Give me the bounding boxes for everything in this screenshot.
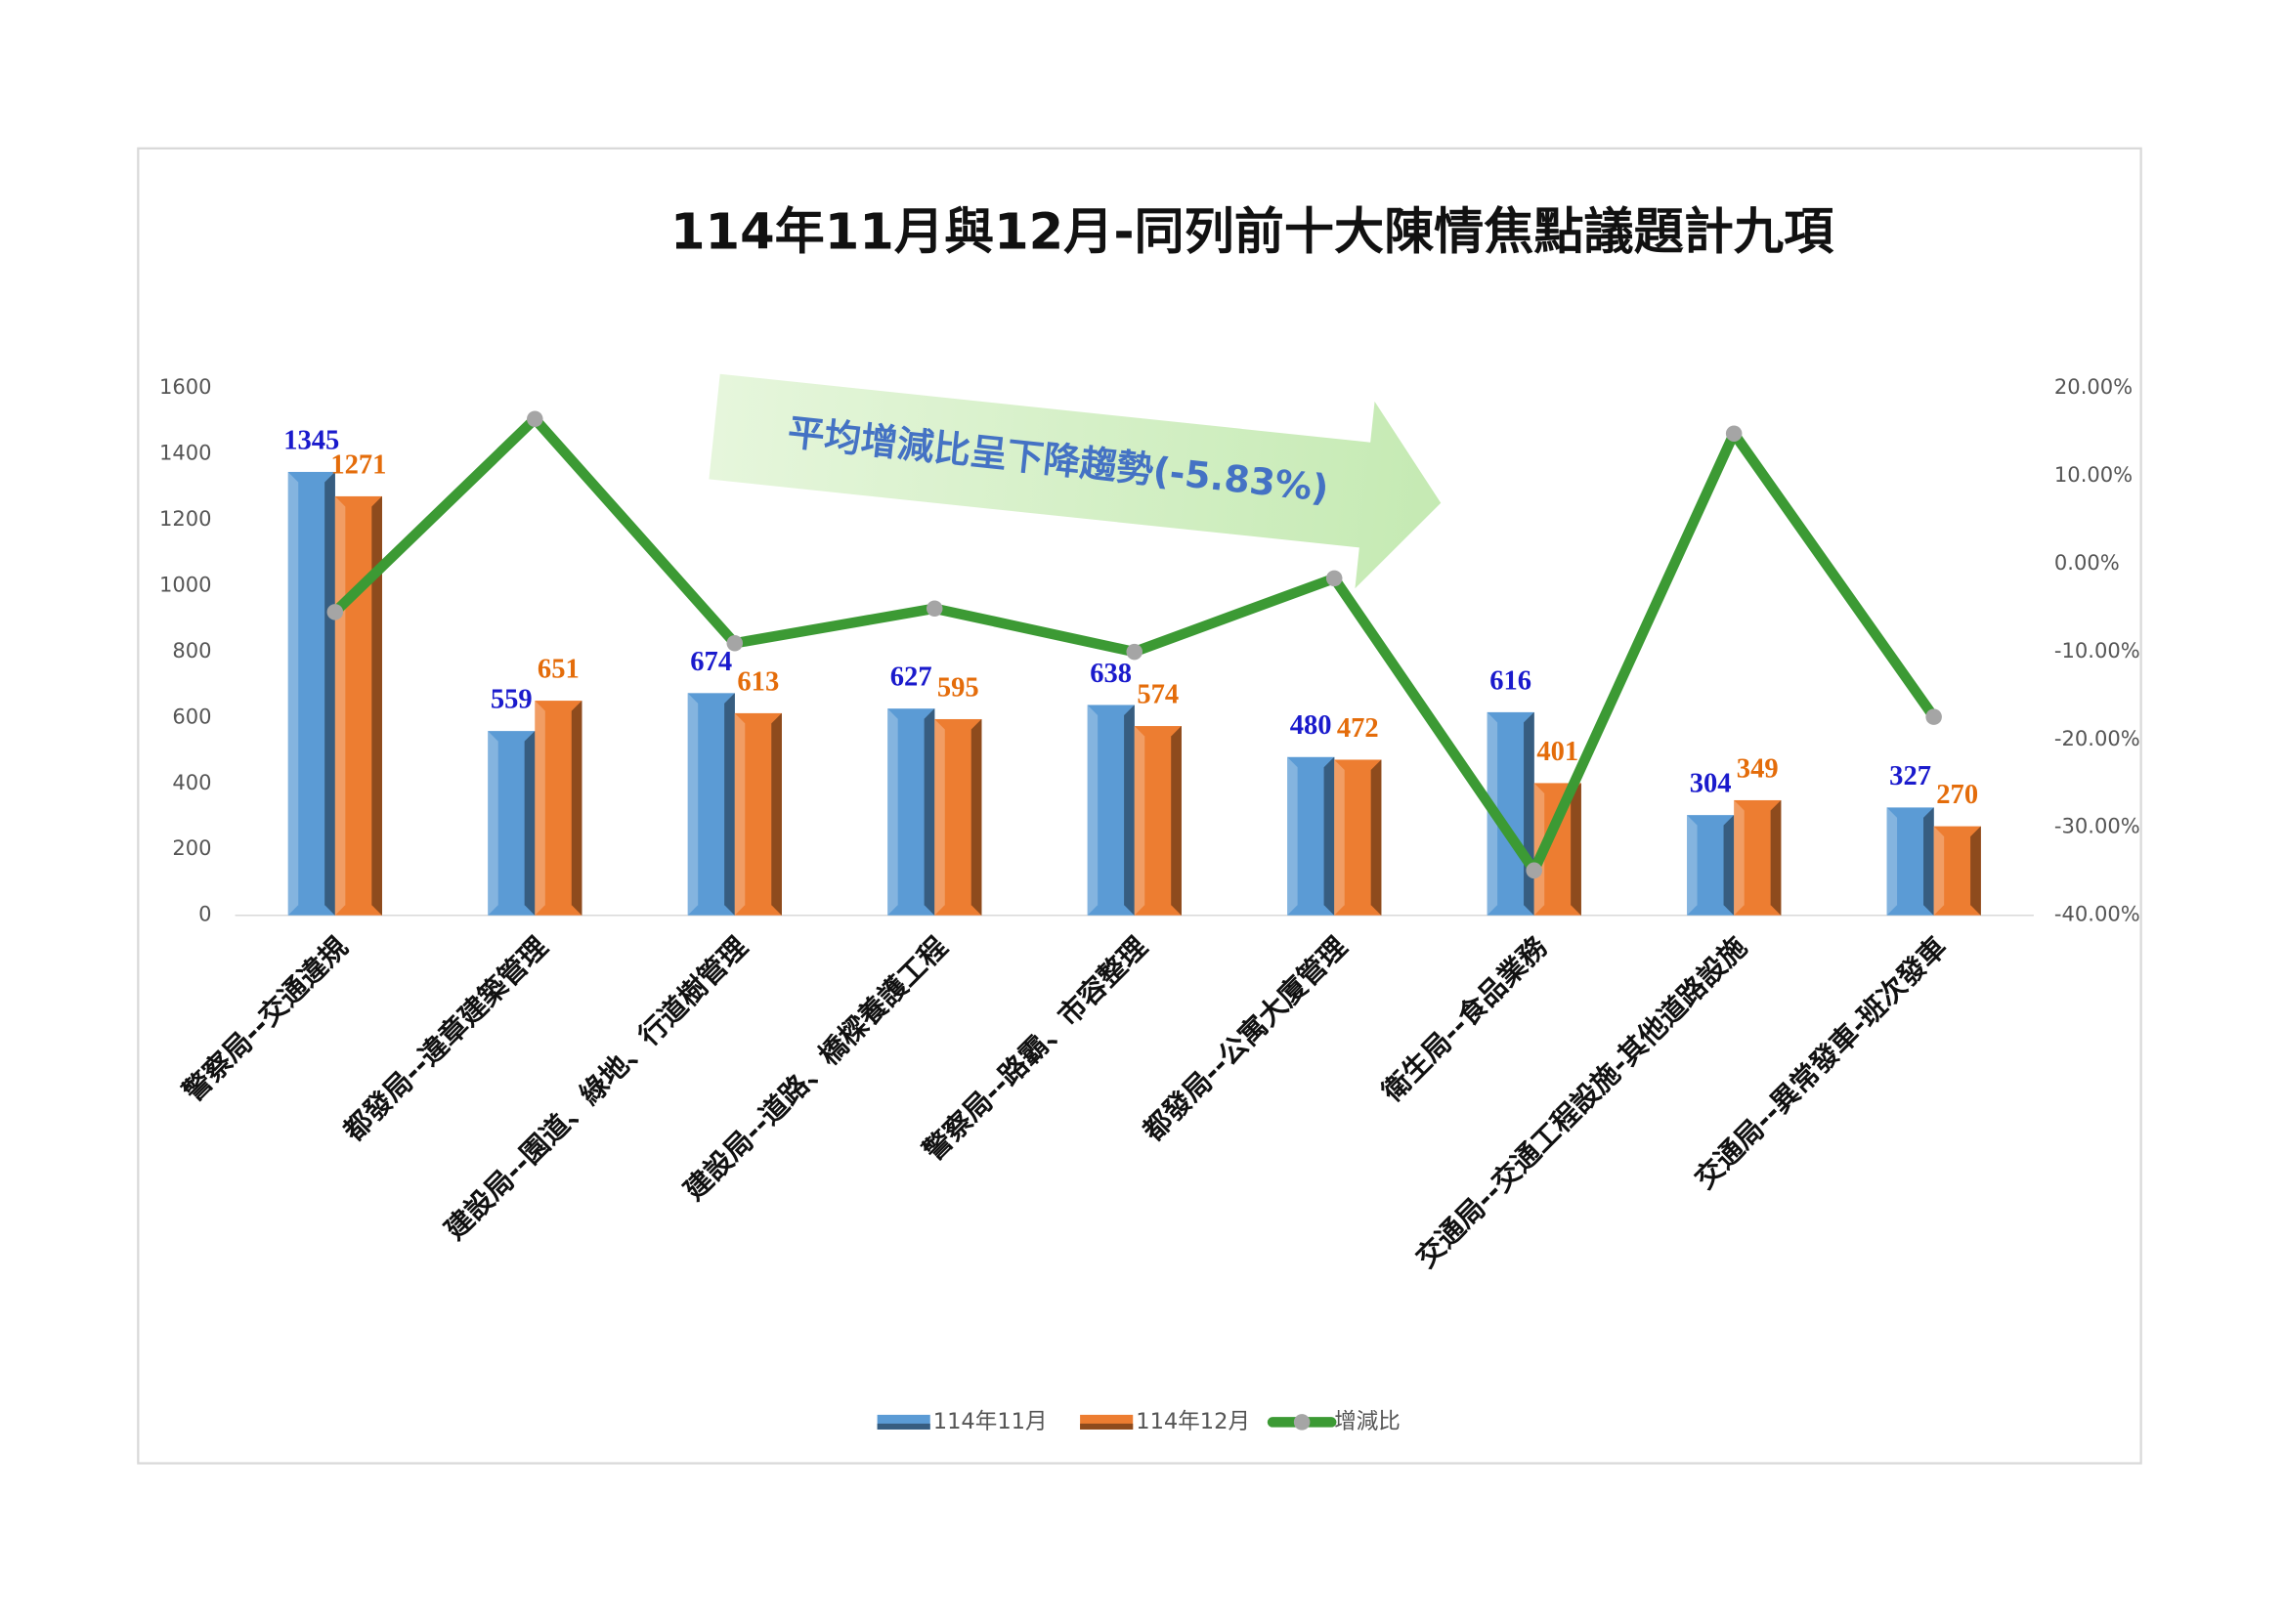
bar-bevel [1923, 807, 1934, 916]
y2-tick-label: 20.00% [2054, 374, 2133, 399]
bar-bevel [1124, 705, 1135, 916]
line-marker [726, 634, 744, 652]
y-tick-label: 400 [172, 770, 211, 794]
value-label: 638 [1090, 659, 1132, 689]
value-label: 480 [1290, 710, 1332, 741]
bar-bevel [887, 708, 898, 916]
y2-tick-label: 0.00% [2054, 550, 2120, 575]
y-tick-label: 1400 [159, 440, 212, 464]
legend-label: 增減比 [1334, 1409, 1401, 1434]
value-label: 472 [1337, 713, 1379, 744]
line-marker [1526, 862, 1542, 879]
y2-tick-label: -20.00% [2054, 726, 2140, 750]
bar-bevel [1087, 705, 1099, 916]
bar-bevel [287, 471, 299, 916]
y-tick-label: 1600 [159, 374, 212, 399]
bar-bevel [488, 731, 498, 916]
line-marker [527, 410, 543, 428]
bar-bevel [571, 701, 582, 916]
value-label: 627 [890, 662, 932, 693]
y-tick-label: 800 [172, 638, 211, 662]
bar-bevel [1287, 756, 1298, 916]
bar-bevel [1524, 711, 1534, 916]
legend-swatch-shade [877, 1423, 930, 1430]
line-marker [926, 600, 943, 618]
y-tick-label: 200 [172, 835, 211, 860]
line-marker [1925, 708, 1942, 725]
bar-bevel [934, 718, 945, 916]
value-label: 270 [1936, 780, 1978, 810]
value-label: 651 [538, 655, 580, 685]
trend-annotation: 平均增減比呈下降趨勢(-5.83%) [709, 373, 1442, 589]
bar-bevel [1134, 726, 1145, 916]
bar-bevel [1770, 799, 1782, 916]
bar-bevel [970, 718, 982, 916]
y2-tick-label: -10.00% [2054, 638, 2140, 662]
bar-bevel [535, 701, 545, 916]
chart-title: 114年11月與12月-同列前十大陳情焦點議題計九項 [670, 204, 1834, 262]
bar-bevel [687, 693, 699, 916]
bar-bevel [1171, 726, 1182, 916]
bar-bevel [1687, 815, 1698, 916]
value-label: 1345 [283, 425, 339, 455]
y2-tick-label: -40.00% [2054, 902, 2140, 926]
bar-bevel [324, 471, 335, 916]
bar-bevel [334, 495, 346, 916]
value-label: 616 [1489, 665, 1531, 696]
bar-bevel [1370, 759, 1382, 916]
y2-tick-label: 10.00% [2054, 462, 2133, 487]
value-label: 559 [491, 685, 533, 715]
value-label: 674 [690, 647, 732, 677]
bar-bevel [734, 712, 746, 916]
bar-bevel [1323, 756, 1335, 916]
bar-bevel [1723, 815, 1735, 916]
y-tick-label: 0 [198, 902, 211, 926]
bar-bevel [1571, 783, 1581, 916]
value-label: 349 [1737, 753, 1779, 784]
legend-swatch-shade [1080, 1423, 1134, 1430]
y-tick-label: 600 [172, 704, 211, 728]
bar-bevel [724, 693, 735, 916]
bar-bevel [1334, 759, 1345, 916]
y-tick-label: 1000 [159, 572, 212, 596]
bar-bevel [1886, 807, 1898, 916]
legend-marker [1293, 1414, 1311, 1431]
line-marker [1325, 570, 1343, 587]
line-marker [326, 604, 344, 620]
line-marker [1725, 425, 1743, 442]
bar-bevel [524, 731, 536, 916]
value-label: 595 [937, 672, 979, 703]
value-label: 1271 [330, 449, 386, 480]
bar-bevel [371, 495, 382, 916]
legend-label: 114年12月 [1136, 1409, 1250, 1434]
bar-bevel [771, 712, 782, 916]
bar-bevel [1933, 826, 1945, 916]
y-tick-label: 1200 [159, 506, 212, 531]
bar-bevel [1734, 799, 1745, 916]
annotation-arrow [709, 373, 1442, 589]
bar-bevel [924, 708, 935, 916]
y2-tick-label: -30.00% [2054, 814, 2140, 838]
bar-bevel [1970, 826, 1981, 916]
value-label: 327 [1889, 761, 1931, 791]
value-label: 304 [1690, 769, 1732, 799]
value-label: 401 [1536, 737, 1578, 767]
value-label: 574 [1137, 680, 1179, 710]
legend-label: 114年11月 [933, 1409, 1048, 1434]
line-marker [1126, 643, 1142, 661]
value-label: 613 [737, 666, 779, 697]
